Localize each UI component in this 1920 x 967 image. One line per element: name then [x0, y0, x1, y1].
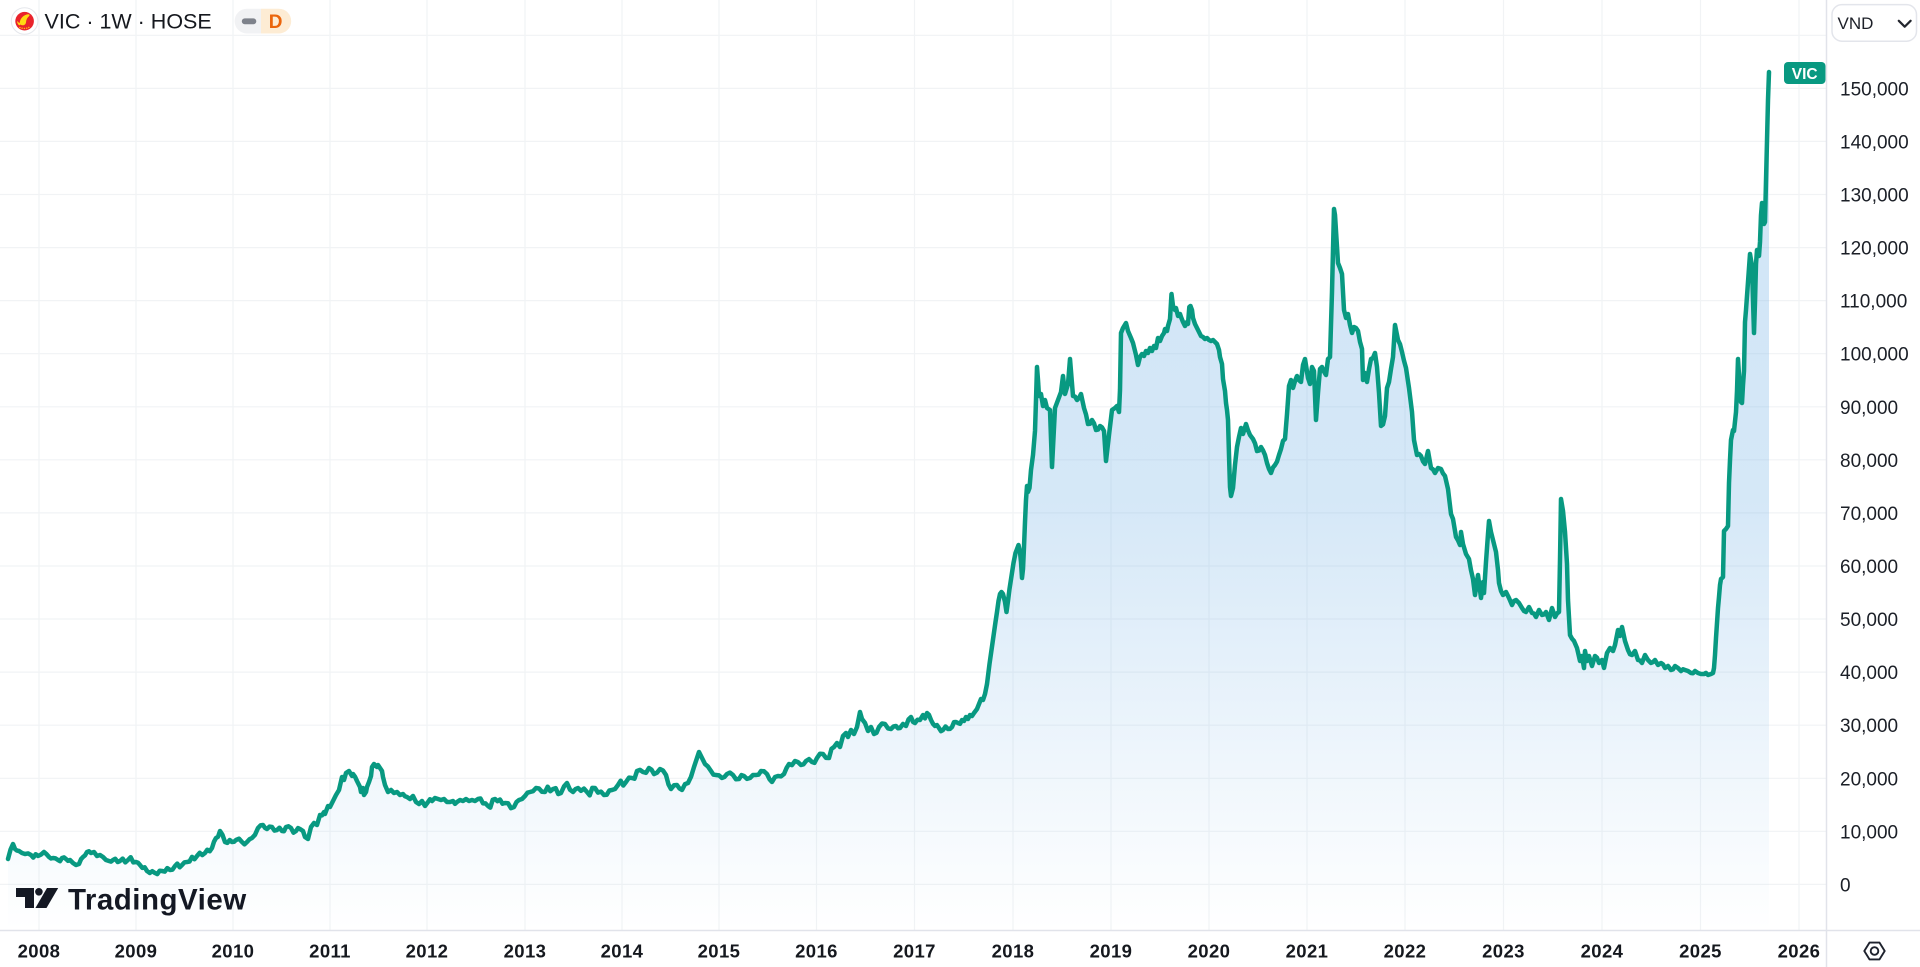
svg-text:110,000: 110,000	[1840, 292, 1907, 313]
svg-text:2009: 2009	[115, 941, 158, 962]
svg-text:2019: 2019	[1090, 941, 1133, 962]
svg-text:60,000: 60,000	[1840, 557, 1898, 578]
svg-text:2018: 2018	[992, 941, 1035, 962]
svg-text:30,000: 30,000	[1840, 716, 1898, 737]
svg-text:130,000: 130,000	[1840, 186, 1909, 207]
svg-text:2024: 2024	[1581, 941, 1624, 962]
svg-text:40,000: 40,000	[1840, 663, 1898, 684]
svg-text:2016: 2016	[795, 941, 838, 962]
svg-text:2025: 2025	[1679, 941, 1722, 962]
svg-text:2012: 2012	[406, 941, 449, 962]
svg-text:2021: 2021	[1286, 941, 1329, 962]
svg-text:2023: 2023	[1482, 941, 1525, 962]
svg-text:20,000: 20,000	[1840, 769, 1898, 790]
svg-text:2008: 2008	[18, 941, 61, 962]
svg-text:70,000: 70,000	[1840, 504, 1898, 525]
svg-text:50,000: 50,000	[1840, 610, 1898, 631]
svg-text:TradingView: TradingView	[68, 884, 247, 917]
svg-text:2020: 2020	[1188, 941, 1231, 962]
svg-text:100,000: 100,000	[1840, 345, 1909, 366]
svg-text:80,000: 80,000	[1840, 451, 1898, 472]
svg-text:140,000: 140,000	[1840, 132, 1909, 153]
svg-text:VIC · 1W · HOSE: VIC · 1W · HOSE	[45, 10, 212, 34]
svg-text:2022: 2022	[1384, 941, 1427, 962]
svg-text:2015: 2015	[698, 941, 741, 962]
svg-text:2010: 2010	[212, 941, 255, 962]
svg-text:120,000: 120,000	[1840, 239, 1909, 260]
svg-text:150,000: 150,000	[1840, 79, 1909, 100]
svg-text:2014: 2014	[601, 941, 644, 962]
svg-text:VIC: VIC	[1792, 66, 1818, 83]
svg-text:2026: 2026	[1778, 941, 1821, 962]
svg-text:0: 0	[1840, 875, 1851, 896]
svg-text:90,000: 90,000	[1840, 398, 1898, 419]
svg-text:2017: 2017	[893, 941, 936, 962]
svg-text:2013: 2013	[504, 941, 547, 962]
svg-text:10,000: 10,000	[1840, 822, 1898, 843]
svg-text:VND: VND	[1838, 14, 1874, 33]
svg-text:D: D	[269, 12, 283, 33]
svg-text:2011: 2011	[309, 941, 351, 962]
